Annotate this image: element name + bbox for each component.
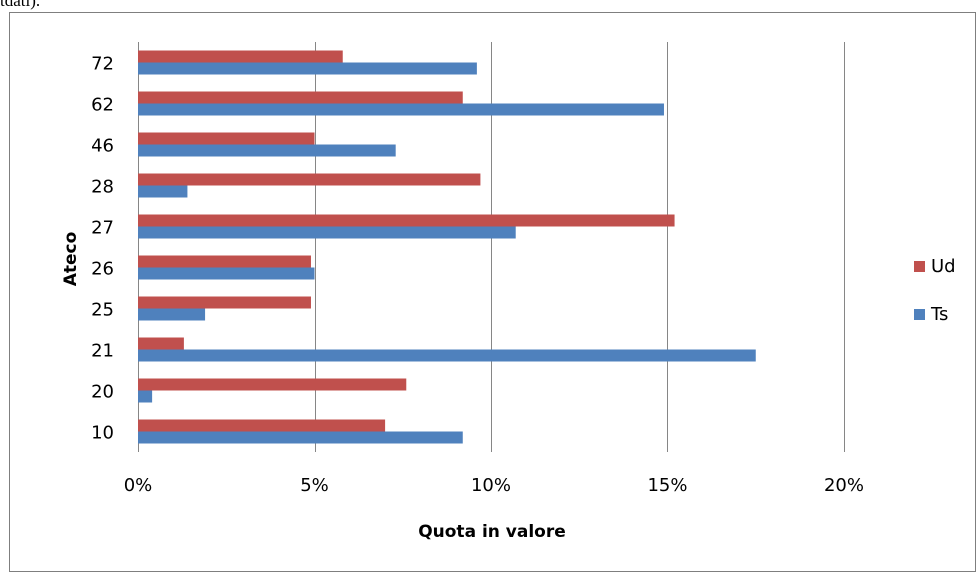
bar-ud-25 bbox=[138, 296, 311, 309]
bar-ud-62 bbox=[138, 91, 463, 104]
y-tick-label: 10 bbox=[91, 423, 114, 444]
bar-ts-28 bbox=[138, 185, 188, 198]
bar-ud-27 bbox=[138, 214, 675, 227]
bar-ts-26 bbox=[138, 267, 315, 280]
bar-ts-21 bbox=[138, 349, 756, 362]
bar-ts-72 bbox=[138, 62, 477, 75]
legend-label-ts: Ts bbox=[930, 304, 948, 325]
legend-label-ud: Ud bbox=[931, 256, 956, 277]
bar-ts-10 bbox=[138, 431, 463, 444]
x-tick-label: 0% bbox=[124, 475, 153, 496]
y-tick-label: 21 bbox=[91, 341, 114, 362]
top-text-fragment: tdati). bbox=[0, 0, 41, 10]
bar-ud-72 bbox=[138, 50, 343, 63]
bar-ud-46 bbox=[138, 132, 315, 145]
bar-ud-28 bbox=[138, 173, 481, 186]
y-tick-label: 27 bbox=[91, 218, 114, 239]
y-tick-label: 72 bbox=[91, 54, 114, 75]
x-axis-ticks: 0% 5% 10% 15% 20% bbox=[124, 475, 864, 496]
y-tick-label: 46 bbox=[91, 136, 114, 157]
bar-ud-21 bbox=[138, 337, 184, 350]
x-tick-label: 10% bbox=[471, 475, 511, 496]
bar-ud-10 bbox=[138, 419, 386, 432]
bar-ts-20 bbox=[138, 390, 153, 403]
x-axis-title: Quota in valore bbox=[418, 522, 566, 542]
legend-swatch-ud bbox=[914, 261, 925, 272]
x-tick-label: 20% bbox=[824, 475, 864, 496]
bar-ts-62 bbox=[138, 103, 664, 116]
bar-ts-46 bbox=[138, 144, 396, 157]
y-axis-title: Ateco bbox=[61, 232, 81, 287]
legend: Ud Ts bbox=[914, 256, 956, 325]
y-axis-ticks: 10 20 21 25 26 27 28 46 62 72 bbox=[91, 54, 114, 444]
x-tick-label: 5% bbox=[300, 475, 329, 496]
bar-ud-26 bbox=[138, 255, 311, 268]
bar-ts-25 bbox=[138, 308, 206, 321]
y-tick-label: 62 bbox=[91, 95, 114, 116]
bar-ts-27 bbox=[138, 226, 516, 239]
y-tick-label: 26 bbox=[91, 259, 114, 280]
legend-swatch-ts bbox=[914, 309, 925, 320]
x-tick-label: 15% bbox=[647, 475, 687, 496]
y-tick-label: 25 bbox=[91, 300, 114, 321]
bars bbox=[138, 50, 756, 444]
y-tick-label: 28 bbox=[91, 177, 114, 198]
chart-area: 10 20 21 25 26 27 28 46 62 72 0% 5% 10% 15% 20% Ateco… bbox=[9, 12, 976, 572]
bar-chart: 10 20 21 25 26 27 28 46 62 72 0% 5% 10% 15% 20% Ateco… bbox=[61, 42, 956, 542]
bar-ud-20 bbox=[138, 378, 407, 391]
y-tick-label: 20 bbox=[91, 382, 114, 403]
